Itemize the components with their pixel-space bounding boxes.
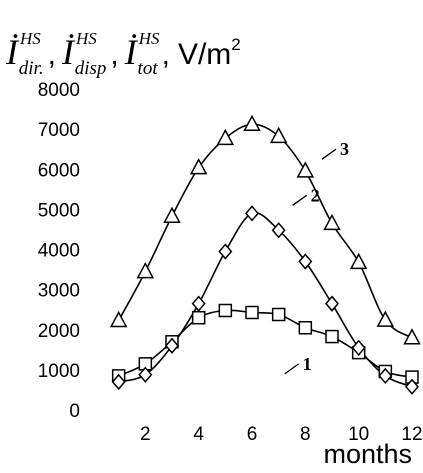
marker-series-2	[351, 339, 366, 356]
x-tick-label: 8	[300, 424, 311, 445]
title-subscript: disp	[75, 58, 107, 79]
y-tick-label: 0	[69, 401, 80, 422]
marker-series-1	[298, 320, 313, 335]
series-labels: 1 2 3	[284, 139, 349, 375]
title-unit: V/m	[178, 38, 231, 71]
marker-series-1	[271, 307, 286, 322]
marker-series-2	[298, 253, 313, 270]
marker-series-2	[191, 295, 206, 312]
marker-series-3	[189, 158, 208, 175]
title-separator: ,	[162, 38, 170, 71]
marker-series-3	[269, 126, 288, 144]
marker-series-2	[271, 222, 286, 239]
marker-series-3	[216, 128, 235, 146]
marker-series-3	[109, 310, 128, 328]
title-subscript: tot	[138, 58, 159, 79]
marker-series-3	[403, 328, 421, 345]
marker-series-3	[376, 310, 395, 327]
marker-series-2	[165, 337, 179, 354]
x-tick-label: 12	[401, 424, 422, 445]
title-superscript: HS	[19, 29, 41, 48]
marker-series-3	[323, 213, 341, 231]
series-line-1	[118, 309, 413, 378]
marker-series-3	[243, 114, 261, 132]
title-superscript: HS	[138, 29, 160, 48]
x-axis-label: months	[323, 439, 412, 469]
x-tick-label: 4	[193, 424, 204, 445]
x-tick-label: 6	[247, 424, 258, 445]
y-tick-label: 4000	[38, 241, 80, 262]
marker-series-2	[111, 373, 126, 391]
marker-series-1	[191, 310, 206, 325]
y-tick-label: 7000	[38, 120, 80, 141]
x-tick-label: 2	[140, 424, 151, 445]
y-tick-label: 2000	[38, 321, 80, 342]
title-symbol: İ	[5, 32, 20, 72]
marker-series-3	[296, 161, 315, 178]
marker-series-1	[245, 305, 259, 320]
series-markers	[109, 114, 421, 395]
title-symbol: İ	[124, 32, 139, 72]
title-separator: ,	[48, 38, 56, 71]
marker-series-3	[349, 252, 368, 270]
y-tick-label: 8000	[38, 80, 80, 101]
x-tick-label: 10	[348, 424, 369, 445]
marker-series-2	[325, 295, 339, 312]
chart-title: İ HS dir., İ HS disp, İ HS tot, V/m2	[5, 29, 241, 79]
series-line-2	[118, 211, 413, 388]
y-tick-label: 5000	[38, 200, 80, 221]
marker-series-2	[138, 366, 153, 383]
marker-series-3	[163, 206, 181, 223]
series-leader-1	[284, 363, 300, 375]
marker-series-2	[378, 367, 393, 385]
title-superscript: HS	[75, 29, 97, 48]
marker-series-2	[218, 243, 233, 260]
series-leader-2	[292, 194, 308, 206]
title-subscript: dir.	[19, 58, 44, 79]
marker-series-2	[405, 378, 419, 395]
title-unit-exponent: 2	[231, 35, 240, 54]
series-label-2: 2	[311, 185, 320, 205]
y-tick-label: 6000	[38, 160, 80, 181]
marker-series-3	[136, 261, 155, 279]
title-symbol: İ	[61, 32, 76, 72]
x-axis-ticks: 2 4 6 8 10 12	[140, 424, 423, 445]
y-tick-label: 1000	[38, 361, 80, 382]
marker-series-1	[218, 303, 233, 318]
marker-series-1	[325, 329, 339, 344]
y-axis-ticks: 0 1000 2000 3000 4000 5000 6000 7000 8000	[38, 80, 80, 422]
series-leader-3	[321, 148, 337, 160]
series-label-3: 3	[340, 139, 349, 159]
series-lines	[117, 123, 413, 388]
series-label-1: 1	[303, 354, 312, 374]
series-line-3	[117, 123, 413, 339]
title-separator: ,	[110, 38, 118, 71]
marker-series-2	[245, 205, 259, 222]
y-tick-label: 3000	[38, 281, 80, 302]
